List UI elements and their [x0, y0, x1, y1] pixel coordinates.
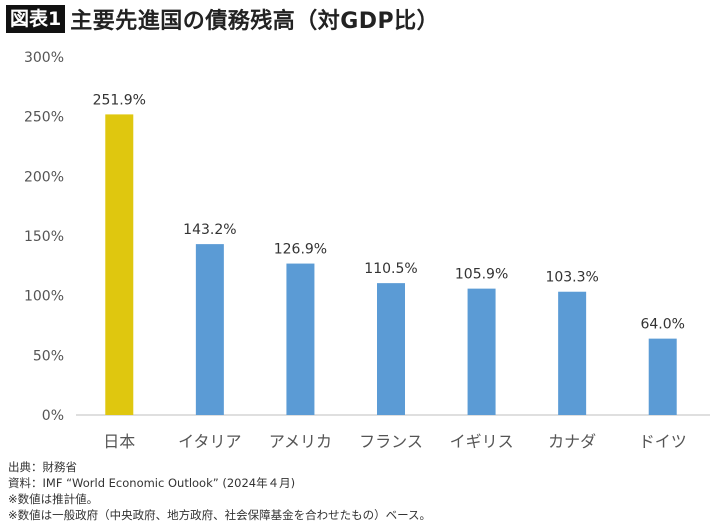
bar	[467, 288, 496, 415]
note-estimate: ※数値は推計値。	[8, 492, 99, 506]
x-tick-label: アメリカ	[269, 432, 332, 451]
data-label: 103.3%	[545, 270, 598, 286]
x-tick-label: フランス	[359, 432, 423, 451]
notes: 出典：財務省 資料：IMF “World Economic Outlook” (…	[8, 459, 431, 523]
x-tick-label: カナダ	[548, 432, 596, 451]
y-tick-label: 0%	[42, 408, 64, 424]
data-label: 110.5%	[364, 261, 417, 277]
bar	[286, 263, 315, 415]
data-label: 105.9%	[455, 267, 508, 283]
x-tick-label: イギリス	[450, 432, 514, 451]
y-tick-label: 200%	[24, 169, 64, 185]
data-label: 251.9%	[93, 92, 146, 108]
y-tick-label: 50%	[33, 348, 64, 364]
note-data: 資料：IMF “World Economic Outlook” (2024年４月…	[8, 476, 296, 490]
bar	[648, 338, 677, 415]
figure-badge: 図表1	[6, 5, 66, 33]
bar	[195, 244, 224, 415]
bar	[105, 114, 134, 416]
data-label: 143.2%	[183, 222, 236, 238]
note-basis: ※数値は一般政府（中央政府、地方政府、社会保障基金を合わせたもの）ベース。	[8, 508, 432, 522]
x-tick-label: 日本	[103, 432, 135, 451]
note-source: 出典：財務省	[8, 460, 77, 474]
y-tick-label: 250%	[24, 110, 64, 126]
x-tick-label: イタリア	[178, 432, 241, 451]
bar	[558, 291, 587, 415]
bar	[377, 283, 405, 415]
data-label: 64.0%	[640, 317, 684, 333]
y-tick-label: 150%	[24, 229, 64, 245]
data-label: 126.9%	[274, 242, 327, 258]
x-tick-label: ドイツ	[639, 432, 687, 451]
chart-title: 図表1 主要先進国の債務残高（対GDP比）	[6, 4, 439, 34]
y-tick-label: 300%	[24, 50, 64, 66]
title-text: 主要先進国の債務残高（対GDP比）	[70, 9, 440, 34]
y-tick-label: 100%	[24, 289, 64, 305]
